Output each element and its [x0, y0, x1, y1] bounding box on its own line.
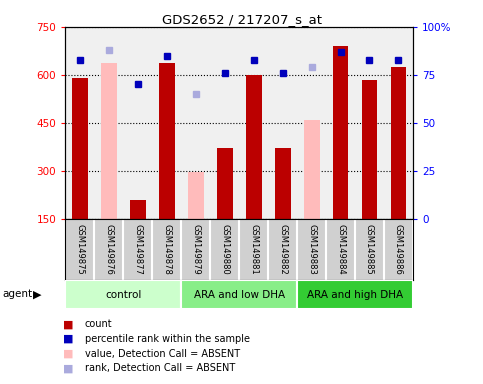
- Text: GSM149883: GSM149883: [307, 224, 316, 275]
- Text: GSM149878: GSM149878: [162, 224, 171, 275]
- Text: GSM149884: GSM149884: [336, 224, 345, 275]
- Bar: [246, 75, 262, 219]
- Text: rank, Detection Call = ABSENT: rank, Detection Call = ABSENT: [85, 363, 235, 373]
- Text: GSM149882: GSM149882: [278, 224, 287, 275]
- Text: agent: agent: [2, 289, 32, 299]
- Text: ARA and low DHA: ARA and low DHA: [194, 290, 284, 300]
- Text: count: count: [85, 319, 112, 329]
- Text: GDS2652 / 217207_s_at: GDS2652 / 217207_s_at: [161, 13, 322, 26]
- Bar: [275, 149, 291, 219]
- Text: GSM149879: GSM149879: [191, 224, 200, 275]
- Text: ▶: ▶: [33, 289, 42, 299]
- Bar: [297, 280, 413, 309]
- Text: GSM149886: GSM149886: [394, 224, 403, 275]
- Text: value, Detection Call = ABSENT: value, Detection Call = ABSENT: [85, 349, 240, 359]
- Text: percentile rank within the sample: percentile rank within the sample: [85, 334, 250, 344]
- Text: ■: ■: [63, 349, 73, 359]
- Text: GSM149881: GSM149881: [249, 224, 258, 275]
- Text: ARA and high DHA: ARA and high DHA: [307, 290, 403, 300]
- Text: ■: ■: [63, 334, 73, 344]
- Bar: [129, 200, 146, 219]
- Bar: [181, 280, 297, 309]
- Bar: [101, 63, 117, 219]
- Text: GSM149880: GSM149880: [220, 224, 229, 275]
- Bar: [71, 78, 88, 219]
- Text: GSM149877: GSM149877: [133, 224, 142, 275]
- Bar: [304, 120, 320, 219]
- Text: GSM149875: GSM149875: [75, 224, 84, 275]
- Bar: [65, 280, 181, 309]
- Text: ■: ■: [63, 363, 73, 373]
- Bar: [158, 63, 175, 219]
- Bar: [391, 67, 407, 219]
- Text: control: control: [105, 290, 142, 300]
- Bar: [188, 172, 204, 219]
- Text: ■: ■: [63, 319, 73, 329]
- Bar: [333, 46, 349, 219]
- Text: GSM149876: GSM149876: [104, 224, 113, 275]
- Text: GSM149885: GSM149885: [365, 224, 374, 275]
- Bar: [361, 79, 378, 219]
- Bar: [216, 149, 233, 219]
